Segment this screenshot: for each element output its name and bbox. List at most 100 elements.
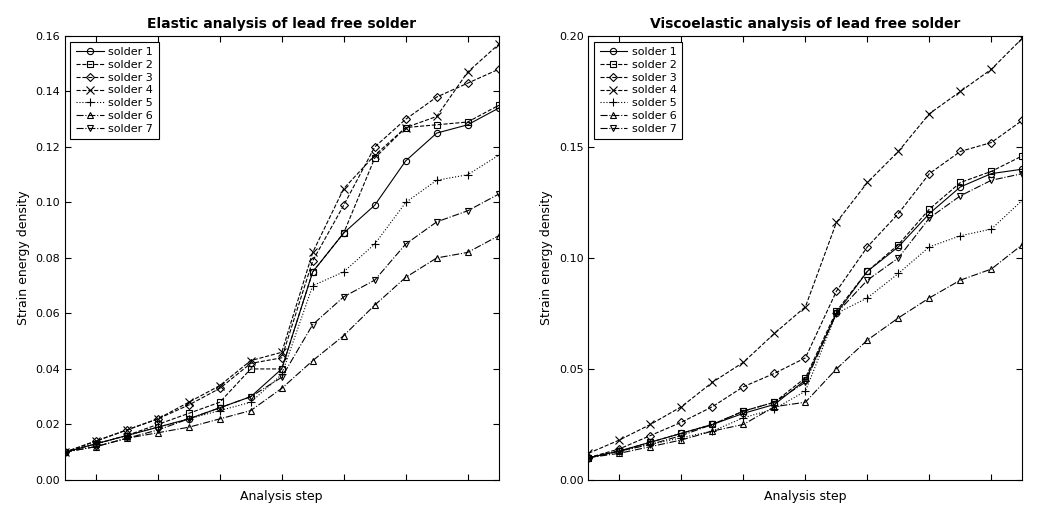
solder 3 xyxy=(399,116,411,122)
solder 3 xyxy=(58,449,71,456)
solder 1 xyxy=(214,405,227,411)
Line: solder 3: solder 3 xyxy=(585,117,1025,461)
solder 1 xyxy=(89,441,102,447)
solder 3 xyxy=(985,139,997,146)
solder 4 xyxy=(768,330,780,336)
solder 7 xyxy=(582,454,594,461)
solder 2 xyxy=(799,375,811,381)
X-axis label: Analysis step: Analysis step xyxy=(764,490,847,503)
solder 6 xyxy=(89,444,102,450)
solder 7 xyxy=(152,427,164,433)
solder 1 xyxy=(58,449,71,456)
solder 4 xyxy=(338,186,350,192)
X-axis label: Analysis step: Analysis step xyxy=(240,490,323,503)
solder 3 xyxy=(923,171,935,177)
solder 4 xyxy=(613,437,625,443)
solder 2 xyxy=(830,308,843,315)
Legend: solder 1, solder 2, solder 3, solder 4, solder 5, solder 6, solder 7: solder 1, solder 2, solder 3, solder 4, … xyxy=(594,42,683,139)
solder 6 xyxy=(644,444,657,450)
solder 1 xyxy=(613,448,625,454)
solder 4 xyxy=(582,450,594,457)
solder 3 xyxy=(121,427,133,433)
solder 4 xyxy=(121,427,133,433)
solder 5 xyxy=(644,441,657,448)
solder 4 xyxy=(1016,35,1029,41)
solder 5 xyxy=(399,199,411,205)
solder 3 xyxy=(275,355,288,361)
solder 1 xyxy=(985,171,997,177)
solder 6 xyxy=(613,450,625,457)
solder 4 xyxy=(399,124,411,131)
solder 4 xyxy=(954,88,966,95)
solder 1 xyxy=(244,394,257,400)
solder 2 xyxy=(244,366,257,372)
solder 3 xyxy=(893,211,905,217)
solder 3 xyxy=(338,202,350,209)
solder 2 xyxy=(369,155,381,161)
Line: solder 5: solder 5 xyxy=(584,196,1027,462)
solder 2 xyxy=(338,230,350,236)
solder 4 xyxy=(275,349,288,355)
solder 6 xyxy=(738,421,750,427)
Line: solder 2: solder 2 xyxy=(585,153,1025,461)
solder 3 xyxy=(183,402,195,408)
solder 6 xyxy=(830,366,843,372)
solder 7 xyxy=(675,433,688,439)
solder 6 xyxy=(152,430,164,436)
solder 7 xyxy=(183,416,195,422)
solder 2 xyxy=(861,268,874,275)
solder 7 xyxy=(738,408,750,414)
solder 5 xyxy=(675,435,688,441)
solder 1 xyxy=(121,433,133,439)
solder 1 xyxy=(152,424,164,431)
solder 6 xyxy=(1016,241,1029,248)
solder 5 xyxy=(89,441,102,447)
solder 2 xyxy=(492,102,505,109)
solder 2 xyxy=(644,439,657,445)
solder 7 xyxy=(1016,171,1029,177)
solder 5 xyxy=(183,416,195,422)
solder 1 xyxy=(492,105,505,111)
solder 7 xyxy=(768,399,780,406)
solder 5 xyxy=(307,282,319,289)
solder 4 xyxy=(893,148,905,154)
solder 5 xyxy=(954,232,966,239)
solder 3 xyxy=(369,144,381,150)
solder 4 xyxy=(152,416,164,422)
solder 6 xyxy=(954,277,966,283)
solder 1 xyxy=(799,377,811,383)
solder 3 xyxy=(738,384,750,390)
solder 5 xyxy=(58,449,71,456)
Y-axis label: Strain energy density: Strain energy density xyxy=(540,191,554,326)
solder 5 xyxy=(707,428,719,434)
solder 5 xyxy=(492,152,505,159)
solder 6 xyxy=(338,332,350,339)
solder 2 xyxy=(58,449,71,456)
solder 4 xyxy=(799,304,811,310)
solder 3 xyxy=(861,244,874,250)
solder 6 xyxy=(369,302,381,308)
solder 5 xyxy=(861,295,874,301)
solder 1 xyxy=(582,454,594,461)
solder 7 xyxy=(275,374,288,381)
solder 5 xyxy=(893,270,905,277)
solder 6 xyxy=(799,399,811,406)
solder 3 xyxy=(582,454,594,461)
Line: solder 4: solder 4 xyxy=(61,41,503,456)
solder 5 xyxy=(214,408,227,414)
solder 3 xyxy=(768,370,780,376)
solder 4 xyxy=(214,383,227,389)
solder 2 xyxy=(582,454,594,461)
solder 5 xyxy=(1016,197,1029,203)
solder 1 xyxy=(861,268,874,275)
solder 5 xyxy=(582,454,594,461)
solder 6 xyxy=(214,416,227,422)
solder 4 xyxy=(861,179,874,186)
solder 3 xyxy=(152,416,164,422)
solder 7 xyxy=(644,441,657,448)
Title: Viscoelastic analysis of lead free solder: Viscoelastic analysis of lead free solde… xyxy=(650,17,961,31)
solder 7 xyxy=(707,421,719,427)
solder 5 xyxy=(830,310,843,317)
solder 7 xyxy=(893,255,905,261)
solder 6 xyxy=(121,435,133,441)
